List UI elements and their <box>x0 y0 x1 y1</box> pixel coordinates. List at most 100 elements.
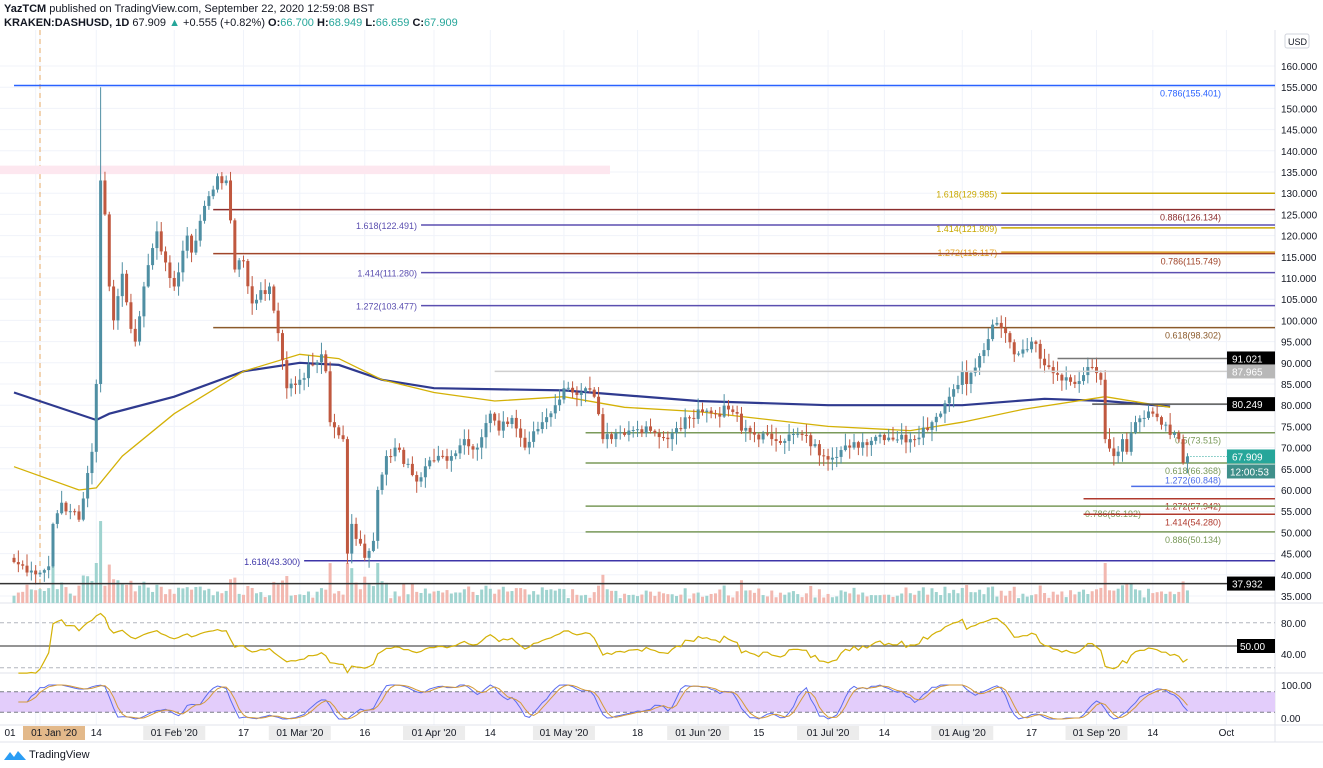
volume-bar <box>341 594 345 603</box>
fib-level[interactable]: 1.272(60.848) <box>1131 475 1275 488</box>
volume-bar <box>428 593 432 603</box>
candle <box>242 255 246 268</box>
volume-bar <box>354 582 358 603</box>
volume-bar <box>584 594 588 603</box>
currency-button[interactable]: USD <box>1284 33 1310 49</box>
candle <box>1112 437 1116 466</box>
candle <box>571 381 575 399</box>
candle <box>1038 339 1042 369</box>
price-axis[interactable]: 35.000 40.000 45.000 50.000 55.000 60.000 65.0… <box>1281 62 1318 603</box>
volume-bar <box>402 583 406 603</box>
tradingview-logo-icon <box>4 751 26 760</box>
volume-bar <box>198 586 202 603</box>
candle <box>302 372 306 391</box>
fib-level-label: 1.272(60.848) <box>1165 475 1221 485</box>
candle <box>164 246 168 272</box>
candle <box>874 434 878 445</box>
candle <box>826 448 830 471</box>
candle <box>332 413 336 439</box>
symbol-legend: KRAKEN:DASHUSD, 1D 67.909 ▲ +0.555 (+0.8… <box>4 17 458 29</box>
fib-level[interactable]: 0.886(50.134) <box>585 531 1275 545</box>
fib-level[interactable]: 1.618(43.300) <box>244 557 1275 567</box>
volume-bar <box>125 584 129 603</box>
candle <box>1129 422 1133 456</box>
fib-level-label: 1.414(111.280) <box>357 269 417 279</box>
volume-bar <box>618 598 622 603</box>
volume-bar <box>718 589 722 603</box>
fib-level[interactable]: 0.786(115.749) <box>213 252 1275 267</box>
fib-level-label: 1.618(122.491) <box>356 221 417 231</box>
candle <box>852 433 856 450</box>
volume-bar <box>81 575 85 603</box>
volume-bar <box>787 592 791 603</box>
volume-bar <box>623 593 627 603</box>
volume-bar <box>688 598 691 603</box>
candle <box>649 418 653 434</box>
rsi-pane: 80.00 40.00 50.00 <box>0 612 1306 674</box>
fib-level[interactable]: 1.272(103.477) <box>356 302 1275 312</box>
price-mark[interactable]: 91.021 <box>1057 351 1275 366</box>
candle <box>1159 415 1163 430</box>
volume-bar <box>493 593 497 603</box>
candle <box>748 425 752 441</box>
fib-level[interactable]: 0.618(98.302) <box>213 326 1275 341</box>
candle <box>112 279 116 330</box>
fib-level[interactable]: 1.618(129.985) <box>936 189 1275 199</box>
volume-bar <box>47 588 51 603</box>
volume-bar <box>822 597 826 603</box>
price-tick-label: 140.000 <box>1281 147 1318 158</box>
candle <box>774 427 778 452</box>
price-mark[interactable]: 87.965 <box>494 364 1275 379</box>
fib-level[interactable]: 1.414(54.280) <box>1083 513 1275 527</box>
symbol-title: KRAKEN:DASHUSD, 1D <box>4 17 130 29</box>
candle <box>207 191 211 210</box>
candle <box>605 422 609 449</box>
volume-bar <box>765 596 769 603</box>
volume-bar <box>25 584 29 603</box>
volume-bar <box>592 592 596 603</box>
fib-level[interactable]: 1.618(122.491) <box>356 221 1275 231</box>
volume-bar <box>969 592 973 603</box>
candle <box>1069 374 1073 386</box>
fib-level[interactable]: 0.5(73.515) <box>585 431 1275 446</box>
volume-bar <box>1142 597 1146 603</box>
candle <box>125 270 129 306</box>
candle <box>1177 430 1181 443</box>
candle <box>943 400 947 424</box>
candle <box>86 465 90 508</box>
candle <box>848 439 852 459</box>
price-mark[interactable]: 80.249 <box>1092 397 1275 412</box>
candle <box>804 424 808 443</box>
candle <box>688 415 691 429</box>
volume-bar <box>60 582 64 603</box>
volume-bar <box>1082 589 1086 603</box>
volume-bar <box>302 595 306 603</box>
tradingview-logo[interactable]: TradingView <box>4 749 90 761</box>
candle <box>683 408 687 438</box>
volume-bar <box>830 597 834 603</box>
volume-bar <box>246 585 250 603</box>
rsi-tick-label: 80.00 <box>1281 619 1306 630</box>
fib-level[interactable]: 1.414(121.809) <box>936 224 1275 234</box>
fib-level[interactable]: 0.786(155.401) <box>14 84 1275 98</box>
volume-bar <box>337 591 341 603</box>
fib-level[interactable]: 0.886(126.134) <box>213 208 1275 223</box>
volume-bar <box>397 596 401 603</box>
candle <box>172 270 176 291</box>
volume-bar <box>713 593 717 603</box>
volume-bar <box>930 588 934 603</box>
candle <box>731 405 735 415</box>
fib-level[interactable]: 0.618(66.368) <box>585 462 1275 476</box>
publisher-name[interactable]: YazTCM <box>4 3 47 15</box>
stoch-d-line <box>18 684 1188 720</box>
time-axis[interactable]: 01 01 Jan '20 14 01 Feb '20 17 01 Mar '20 16 01… <box>4 726 1234 740</box>
candle <box>623 428 627 437</box>
brand-name: TradingView <box>29 749 90 761</box>
price-mark[interactable]: 37.932 <box>0 576 1275 591</box>
candle <box>930 420 934 442</box>
volume-bar <box>527 594 531 603</box>
fib-level[interactable]: 1.414(111.280) <box>357 269 1275 279</box>
volume-bar <box>73 595 77 603</box>
candle <box>540 411 544 434</box>
